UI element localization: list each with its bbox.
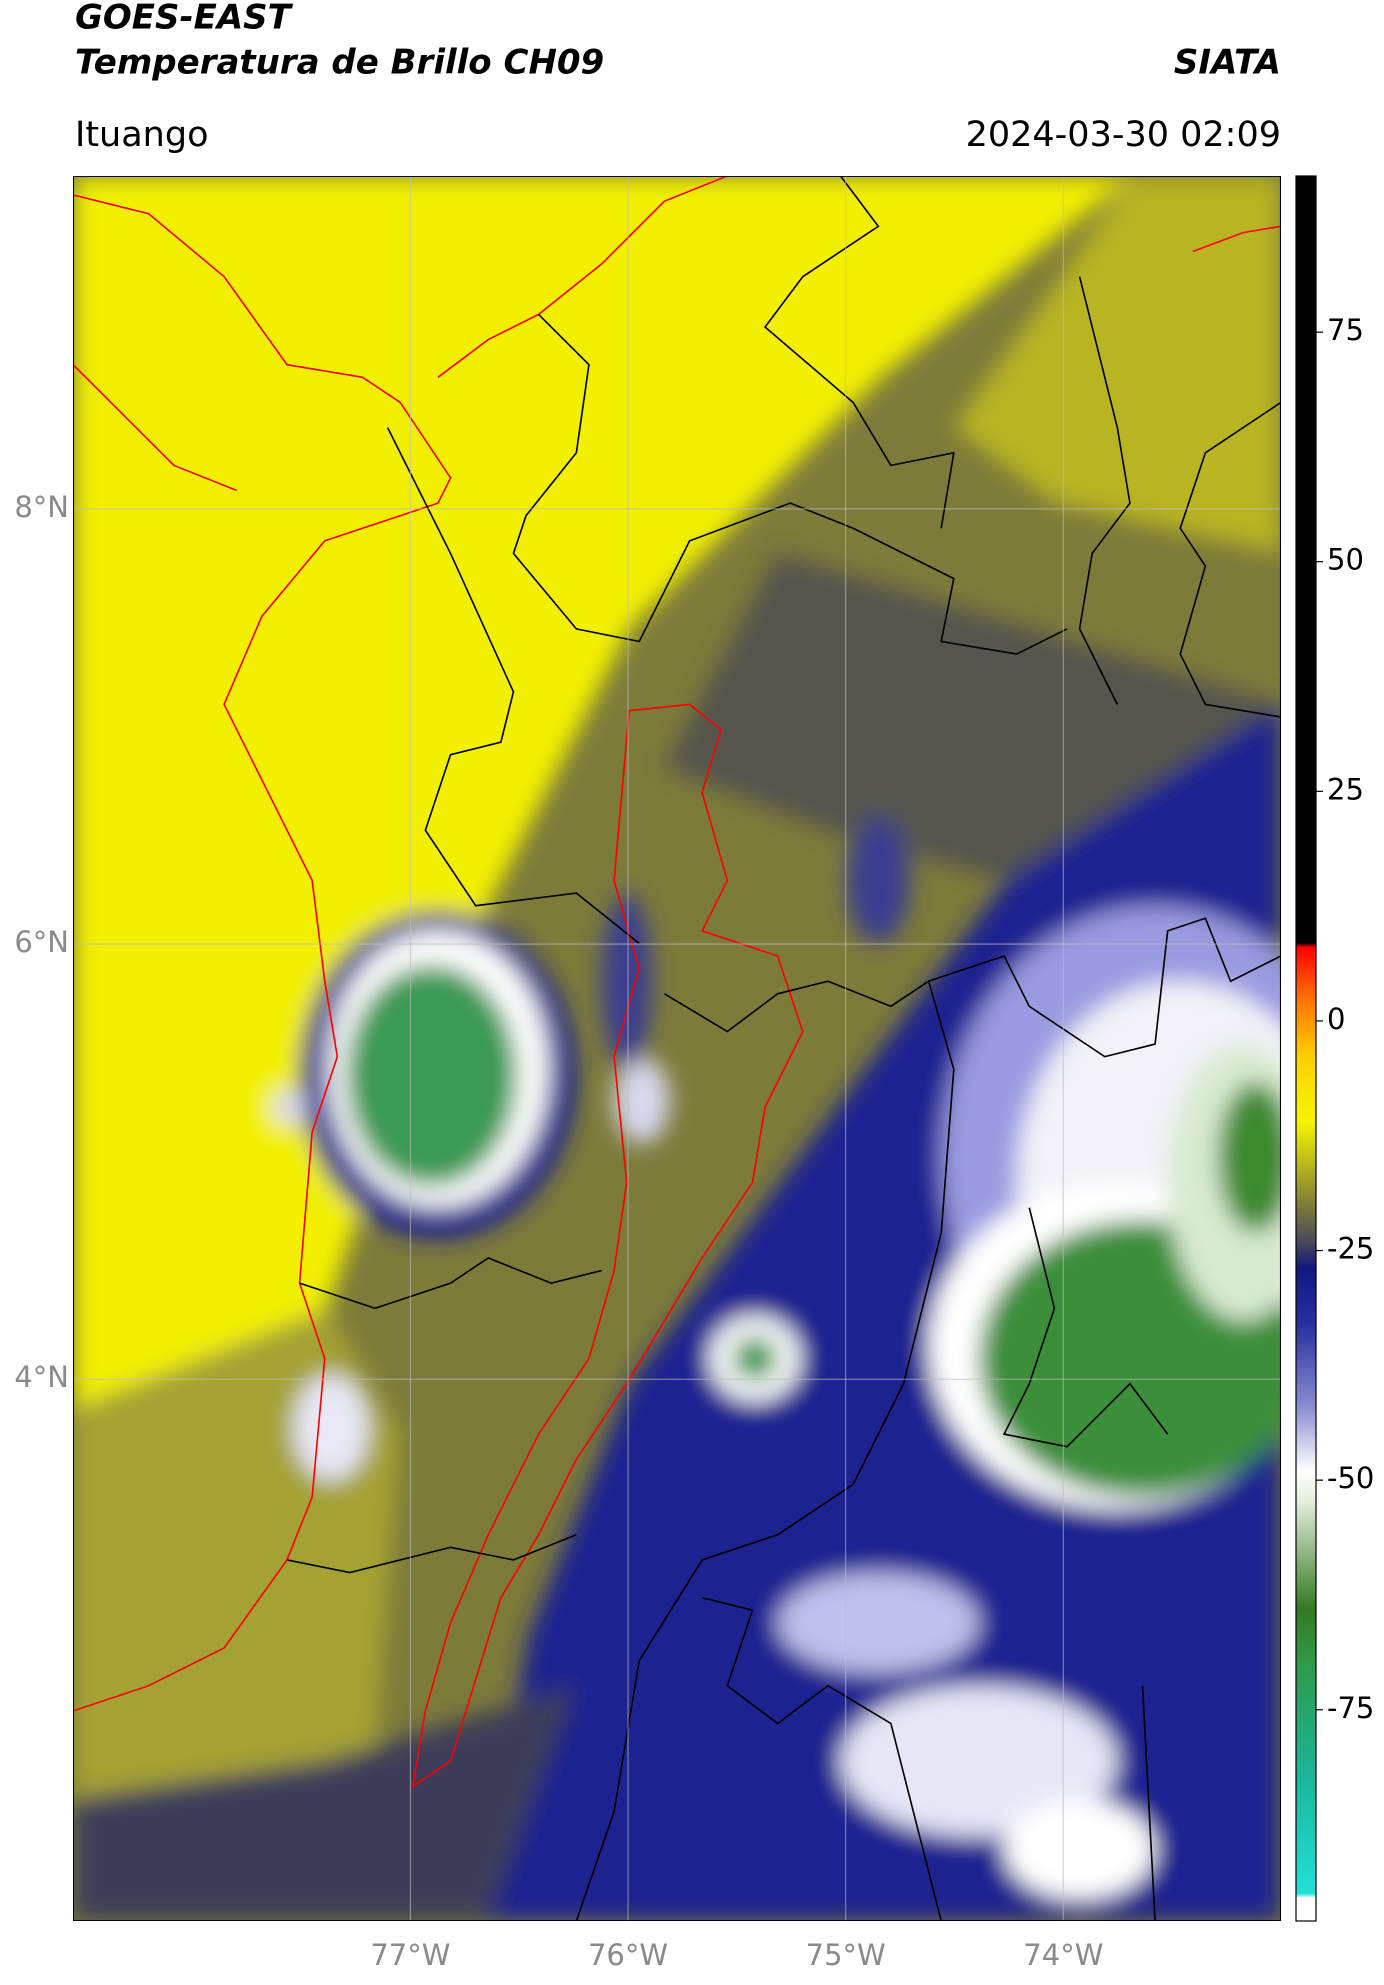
field: [73, 176, 1281, 1921]
lon-label: 77°W: [370, 1938, 450, 1972]
coastline: [73, 176, 1281, 1789]
lon-label: 74°W: [1023, 1938, 1103, 1972]
location: Ituango: [75, 115, 209, 155]
borders: [286, 176, 1281, 1921]
map-frame: [73, 176, 1281, 1921]
timestamp: 2024-03-30 02:09: [966, 115, 1281, 155]
colorbar-label: 0: [1327, 1002, 1345, 1036]
colorbar-label: -25: [1327, 1232, 1374, 1266]
colorbar-label: -50: [1327, 1461, 1374, 1495]
colorbar-label: -75: [1327, 1691, 1374, 1725]
colorbar: [1295, 175, 1317, 1922]
title-line: GOES-EAST: [75, 0, 294, 38]
map: [73, 176, 1281, 1921]
colorbar-label: 25: [1327, 772, 1364, 806]
brand: SIATA: [1174, 43, 1281, 83]
lon-label: 75°W: [806, 1938, 886, 1972]
title-line: Temperatura de Brillo CH09: [75, 43, 604, 83]
lon-label: 76°W: [588, 1938, 668, 1972]
lat-label: 8°N: [14, 490, 69, 524]
graticule: [73, 176, 1281, 1921]
lat-label: 4°N: [14, 1360, 69, 1394]
lat-label: 6°N: [14, 925, 69, 959]
colorbar-label: 50: [1327, 543, 1364, 577]
colorbar-label: 75: [1327, 313, 1364, 347]
